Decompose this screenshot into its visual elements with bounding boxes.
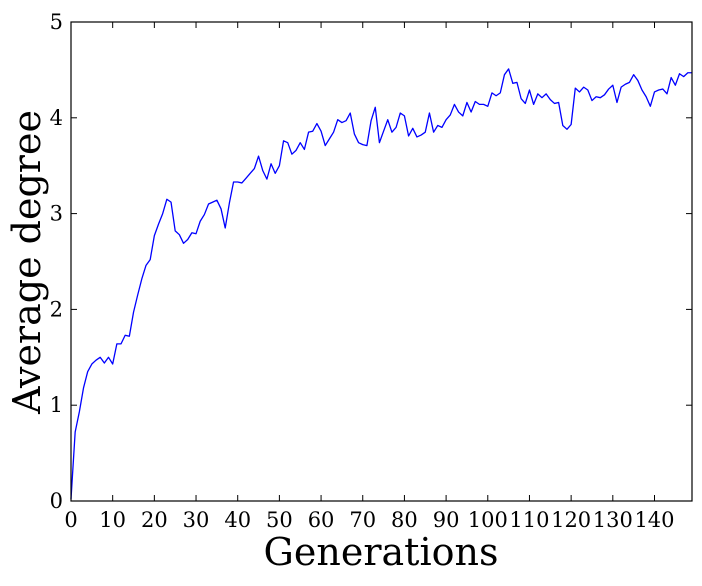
x-tick-label: 80	[391, 508, 418, 532]
series-line	[70, 68, 692, 500]
x-tick-label: 40	[224, 508, 251, 532]
x-tick-label: 60	[308, 508, 335, 532]
x-tick-label: 120	[551, 508, 591, 532]
plot-frame	[70, 21, 693, 502]
y-tick-labels: 0 1 2 3 4 5	[50, 10, 63, 513]
x-tick-label: 110	[509, 508, 549, 532]
x-tick-label: 130	[593, 508, 633, 532]
x-axis-ticks	[70, 22, 655, 501]
y-tick-label: 1	[50, 393, 63, 417]
x-tick-labels: 0 10 20 30 40 50 60 70 80 90 100 110 120 130 140	[64, 508, 674, 532]
x-tick-label: 140	[634, 508, 674, 532]
x-tick-label: 10	[99, 508, 126, 532]
x-tick-label: 70	[349, 508, 376, 532]
y-tick-label: 0	[50, 489, 63, 513]
x-tick-label: 100	[468, 508, 508, 532]
x-axis-title: Generations	[264, 530, 499, 574]
x-tick-label: 20	[141, 508, 168, 532]
x-tick-label: 90	[433, 508, 460, 532]
y-tick-label: 3	[50, 202, 63, 226]
y-tick-label: 2	[50, 297, 63, 321]
y-tick-label: 4	[50, 106, 63, 130]
y-tick-label: 5	[50, 10, 63, 34]
x-tick-label: 50	[266, 508, 293, 532]
y-axis-title: Average degree	[5, 110, 49, 415]
plot-area	[71, 22, 692, 501]
x-tick-label: 0	[64, 508, 77, 532]
x-tick-label: 30	[183, 508, 210, 532]
